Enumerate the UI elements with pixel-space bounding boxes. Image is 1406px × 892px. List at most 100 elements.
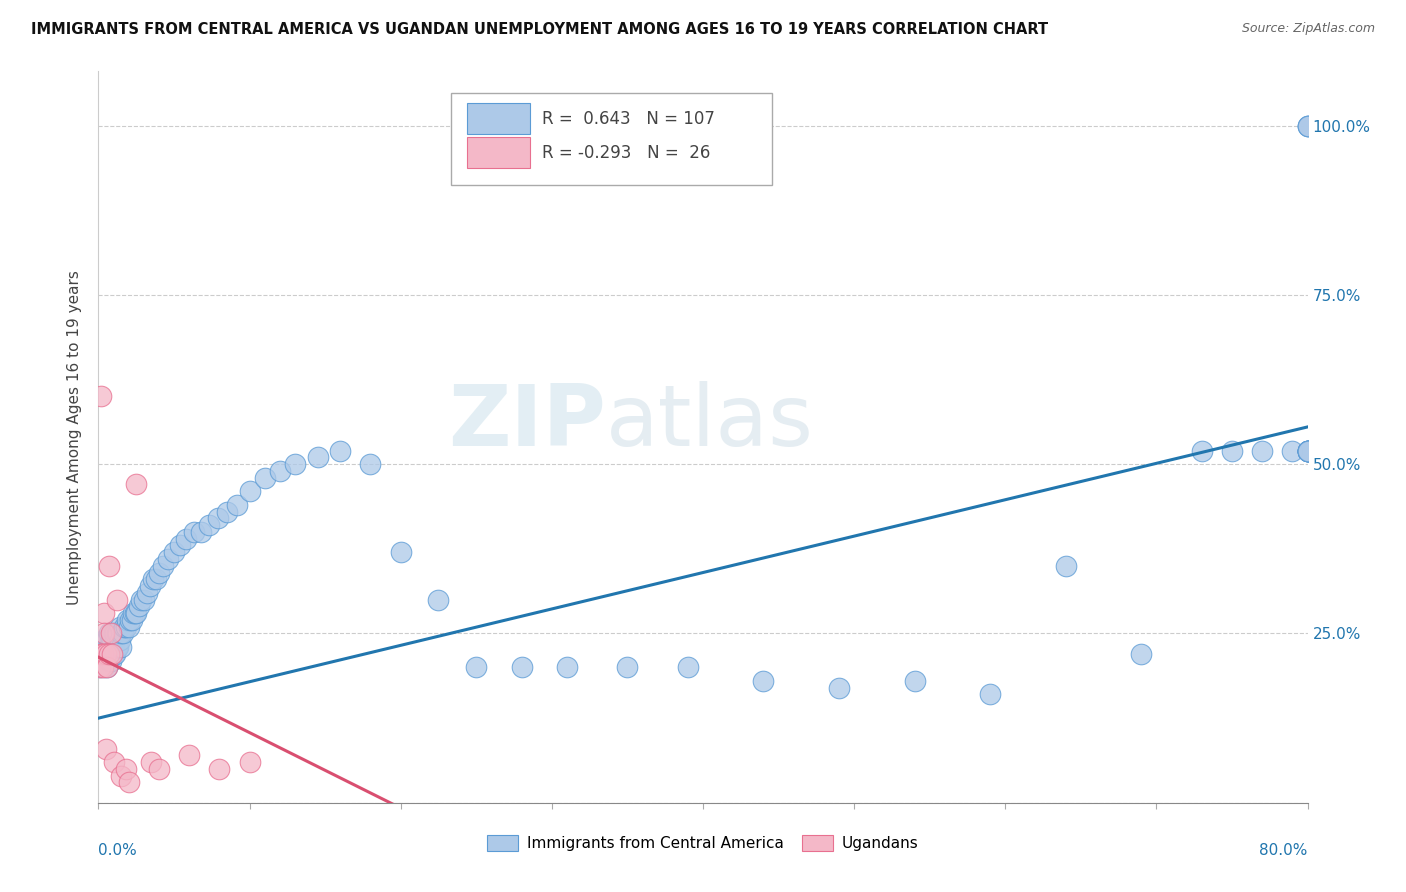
Point [93, 626, 115, 640]
Point [122, 606, 145, 620]
Text: R = -0.293   N =  26: R = -0.293 N = 26 [543, 145, 710, 162]
Point [96, 633, 118, 648]
Point [112, 620, 135, 634]
Point [752, 673, 775, 688]
Point [89, 660, 111, 674]
Point [110, 626, 132, 640]
Point [1296, 443, 1319, 458]
Point [510, 660, 533, 674]
Point [91, 654, 114, 668]
Point [93, 647, 115, 661]
Point [94, 633, 117, 648]
Point [1296, 443, 1319, 458]
Point [90, 654, 112, 668]
Y-axis label: Unemployment Among Ages 16 to 19 years: Unemployment Among Ages 16 to 19 years [67, 269, 83, 605]
Point [1296, 119, 1319, 133]
Point [616, 660, 638, 674]
Point [89, 660, 111, 674]
Point [555, 660, 578, 674]
Point [979, 688, 1001, 702]
Point [98, 647, 121, 661]
Point [1296, 443, 1319, 458]
Point [179, 748, 201, 763]
Point [104, 647, 127, 661]
Text: ZIP: ZIP [449, 381, 606, 464]
Point [100, 633, 122, 648]
Point [239, 484, 262, 499]
Point [105, 640, 128, 654]
Point [190, 524, 212, 539]
Point [105, 626, 128, 640]
Legend: Immigrants from Central America, Ugandans: Immigrants from Central America, Ugandan… [481, 830, 925, 857]
Point [96, 660, 118, 674]
Point [253, 471, 276, 485]
Point [132, 592, 155, 607]
Point [169, 538, 191, 552]
Point [98, 558, 121, 573]
Point [208, 762, 231, 776]
Point [104, 633, 127, 648]
Point [100, 654, 122, 668]
Point [465, 660, 488, 674]
Point [103, 647, 125, 661]
Point [101, 647, 124, 661]
Point [111, 626, 134, 640]
Point [141, 755, 163, 769]
Point [1296, 443, 1319, 458]
Point [94, 741, 117, 756]
Point [93, 606, 115, 620]
Point [1296, 443, 1319, 458]
Point [110, 640, 132, 654]
Point [135, 586, 157, 600]
Point [96, 660, 118, 674]
Point [103, 640, 125, 654]
Point [101, 633, 124, 648]
Point [676, 660, 699, 674]
FancyBboxPatch shape [467, 103, 530, 134]
Point [197, 518, 219, 533]
Point [107, 626, 129, 640]
Point [1296, 119, 1319, 133]
Text: IMMIGRANTS FROM CENTRAL AMERICA VS UGANDAN UNEMPLOYMENT AMONG AGES 16 TO 19 YEAR: IMMIGRANTS FROM CENTRAL AMERICA VS UGAND… [31, 22, 1047, 37]
Point [91, 660, 114, 674]
Point [114, 762, 136, 776]
Point [142, 572, 165, 586]
Point [226, 498, 249, 512]
Point [98, 640, 121, 654]
Point [90, 647, 112, 661]
Point [148, 566, 170, 580]
Point [427, 592, 450, 607]
Point [93, 660, 115, 674]
Point [103, 626, 125, 640]
Point [121, 613, 143, 627]
Point [329, 443, 352, 458]
Point [284, 457, 307, 471]
Text: atlas: atlas [606, 381, 814, 464]
Text: R =  0.643   N = 107: R = 0.643 N = 107 [543, 110, 716, 128]
Point [96, 647, 118, 661]
Point [104, 626, 127, 640]
Point [152, 558, 174, 573]
Point [115, 613, 138, 627]
Point [98, 626, 121, 640]
Point [1296, 443, 1319, 458]
Point [360, 457, 382, 471]
Point [90, 389, 112, 403]
Point [100, 626, 122, 640]
Point [101, 626, 124, 640]
Point [1296, 119, 1319, 133]
Point [1130, 647, 1153, 661]
Point [307, 450, 329, 465]
Point [1296, 443, 1319, 458]
Point [389, 545, 412, 559]
Point [93, 633, 115, 648]
Point [91, 640, 114, 654]
Point [125, 606, 148, 620]
Point [118, 620, 141, 634]
Point [96, 640, 118, 654]
Point [94, 647, 117, 661]
Point [125, 477, 148, 491]
Text: 80.0%: 80.0% [1260, 843, 1308, 858]
Point [174, 532, 197, 546]
Point [139, 579, 162, 593]
